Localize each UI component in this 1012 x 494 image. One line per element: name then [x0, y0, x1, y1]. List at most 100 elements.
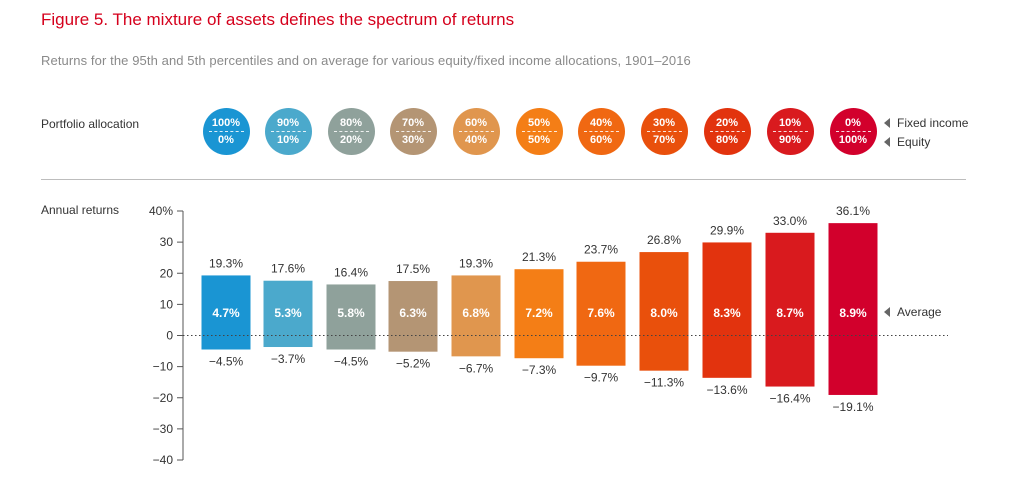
p95-label: 26.8% [647, 233, 681, 247]
p5-label: −4.5% [334, 355, 369, 369]
p95-label: 23.7% [584, 243, 618, 257]
equity-percent: 90% [778, 134, 802, 146]
fixed-income-percent: 0% [845, 117, 861, 129]
average-label: 8.0% [650, 306, 678, 320]
allocation-circle: 100% 0% [202, 108, 250, 155]
allocation-circle: 70% 30% [389, 108, 437, 155]
y-tick-label: 20 [160, 266, 174, 280]
circle-divider [772, 131, 808, 132]
equity-percent: 10% [276, 134, 300, 146]
chart-title: Figure 5. The mixture of assets defines … [41, 10, 515, 29]
y-tick-label: −20 [153, 391, 174, 405]
average-label: 8.3% [713, 306, 741, 320]
p95-label: 16.4% [334, 265, 368, 279]
circle-divider [395, 131, 431, 132]
average-label: 5.8% [337, 306, 365, 320]
fixed-income-legend: Fixed income [884, 116, 968, 130]
circle-divider [646, 131, 682, 132]
left-triangle-icon [884, 307, 890, 317]
y-tick-label: 40% [149, 204, 173, 218]
circle-divider [458, 131, 494, 132]
allocation-circle: 80% 20% [327, 108, 375, 155]
average-label: 6.8% [462, 306, 490, 320]
average-legend: Average [884, 305, 941, 319]
left-triangle-icon [884, 118, 890, 128]
allocation-circle: 30% 70% [640, 108, 688, 155]
fixed-income-legend-label: Fixed income [897, 116, 969, 130]
equity-percent: 60% [589, 134, 613, 146]
p95-label: 19.3% [209, 256, 243, 270]
average-label: 8.7% [776, 306, 804, 320]
equity-percent: 40% [464, 134, 488, 146]
return-range-bar [514, 269, 564, 359]
return-range-bar [201, 275, 251, 350]
fixed-income-percent: 90% [276, 117, 300, 129]
p95-label: 21.3% [522, 250, 556, 264]
p5-label: −9.7% [584, 371, 619, 385]
fixed-income-percent: 70% [401, 117, 425, 129]
y-tick-label: 0 [166, 329, 173, 343]
circle-divider [333, 131, 369, 132]
circle-divider [709, 131, 745, 132]
equity-percent: 100% [838, 134, 868, 146]
allocation-circle: 50% 50% [515, 108, 563, 155]
chart-subtitle: Returns for the 95th and 5th percentiles… [41, 53, 691, 68]
return-range-bar [326, 284, 376, 350]
y-tick-label: −30 [153, 422, 174, 436]
allocation-circle: 20% 80% [703, 108, 751, 155]
equity-percent: 70% [652, 134, 676, 146]
p5-label: −19.1% [832, 400, 873, 414]
p5-label: −16.4% [769, 392, 810, 406]
circle-divider [521, 131, 557, 132]
fixed-income-percent: 80% [339, 117, 363, 129]
p5-label: −5.2% [396, 357, 431, 371]
allocation-circle: 10% 90% [766, 108, 814, 155]
equity-legend-label: Equity [897, 135, 931, 149]
average-legend-label: Average [897, 305, 942, 319]
p5-label: −11.3% [644, 376, 684, 390]
return-range-bar [388, 281, 438, 352]
circle-divider [583, 131, 619, 132]
fixed-income-percent: 20% [715, 117, 739, 129]
p95-label: 29.9% [710, 223, 744, 237]
average-label: 4.7% [212, 306, 240, 320]
equity-percent: 0% [218, 134, 234, 146]
equity-percent: 30% [401, 134, 425, 146]
fixed-income-percent: 10% [778, 117, 802, 129]
portfolio-allocation-label: Portfolio allocation [41, 117, 140, 131]
circle-divider [208, 131, 244, 132]
p5-label: −4.5% [209, 355, 244, 369]
annual-returns-label: Annual returns [41, 203, 120, 217]
p5-label: −13.6% [706, 383, 747, 397]
y-tick-label: −40 [153, 453, 174, 467]
p5-label: −6.7% [459, 361, 494, 375]
average-label: 7.6% [587, 306, 615, 320]
allocation-circle: 40% 60% [577, 108, 625, 155]
allocation-circle: 0% 100% [829, 108, 877, 155]
return-range-bar [451, 275, 501, 357]
fixed-income-percent: 30% [652, 117, 676, 129]
average-label: 6.3% [399, 306, 427, 320]
circle-divider [270, 131, 306, 132]
allocation-circle: 60% 40% [452, 108, 500, 155]
return-range-bar [702, 242, 752, 378]
p5-label: −3.7% [271, 352, 306, 366]
section-divider [41, 179, 966, 180]
p95-label: 17.5% [396, 262, 430, 276]
equity-percent: 20% [339, 134, 363, 146]
fixed-income-percent: 40% [589, 117, 613, 129]
average-label: 7.2% [525, 306, 553, 320]
fixed-income-percent: 60% [464, 117, 488, 129]
equity-percent: 50% [527, 134, 551, 146]
p95-label: 36.1% [836, 204, 870, 218]
y-tick-label: −10 [153, 360, 174, 374]
equity-percent: 80% [715, 134, 739, 146]
equity-legend: Equity [884, 135, 930, 149]
p95-label: 17.6% [271, 262, 305, 276]
fixed-income-percent: 100% [211, 117, 241, 129]
average-label: 8.9% [839, 306, 867, 320]
return-range-bar [576, 261, 626, 366]
fixed-income-percent: 50% [527, 117, 551, 129]
p95-label: 19.3% [459, 256, 493, 270]
